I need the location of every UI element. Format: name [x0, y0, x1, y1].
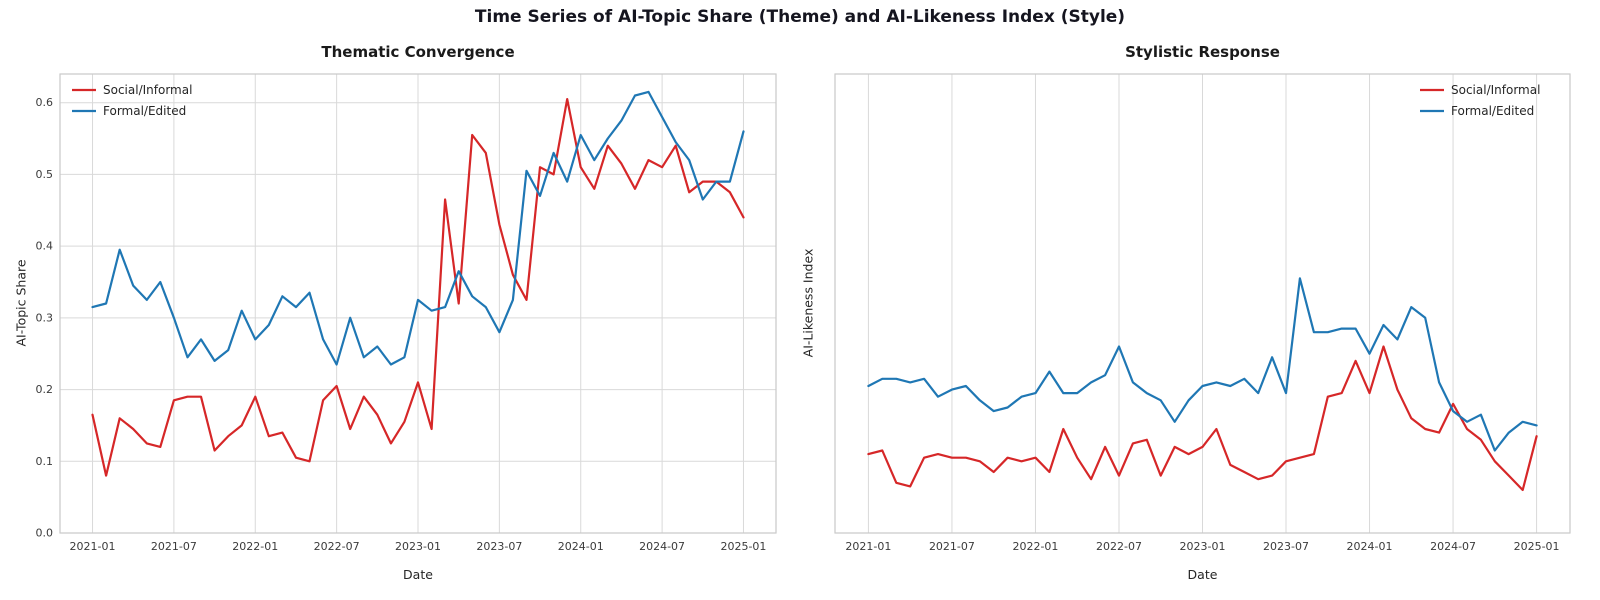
- x-tick-label: 2024-01: [1347, 540, 1393, 553]
- figure-title: Time Series of AI-Topic Share (Theme) an…: [474, 7, 1126, 27]
- x-tick-label: 2021-07: [929, 540, 975, 553]
- x-tick-label: 2024-07: [1430, 540, 1476, 553]
- x-tick-label: 2023-01: [395, 540, 441, 553]
- left-chart: 2021-01 2021-07 2022-01 2022-07 2023-01 2023-…: [36, 73, 777, 553]
- left-y-axis-label: AI-Topic Share: [13, 259, 29, 347]
- y-tick-label: 0.3: [36, 311, 54, 324]
- plot-border: [834, 73, 1571, 534]
- series-line-social-informal: [91, 97, 745, 477]
- x-tick-label: 2022-01: [232, 540, 278, 553]
- left-panel-title: Thematic Convergence: [321, 43, 515, 61]
- legend-label: Social/Informal: [103, 83, 192, 97]
- x-tick-label: 2022-07: [1096, 540, 1142, 553]
- x-tick-label: 2023-07: [1263, 540, 1309, 553]
- series-line-social-informal: [867, 345, 1538, 492]
- right-panel-title: Stylistic Response: [1125, 43, 1280, 61]
- legend-label: Social/Informal: [1451, 83, 1540, 97]
- right-panel: 2021-01 2021-07 2022-01 2022-07 2023-01 2023-…: [795, 38, 1590, 595]
- y-tick-label: 0.4: [36, 240, 54, 253]
- x-tick-label: 2023-07: [476, 540, 522, 553]
- right-chart: 2021-01 2021-07 2022-01 2022-07 2023-01 2023-…: [834, 73, 1571, 553]
- left-panel: 2021-01 2021-07 2022-01 2022-07 2023-01 2023-…: [8, 38, 788, 595]
- plot-border: [59, 73, 777, 534]
- right-y-axis-label: AI-Likeness Index: [800, 248, 816, 358]
- x-tick-label: 2025-01: [720, 540, 766, 553]
- y-tick-label: 0.1: [36, 455, 54, 468]
- x-tick-label: 2025-01: [1514, 540, 1560, 553]
- right-x-axis-label: Date: [1187, 567, 1218, 582]
- y-tick-label: 0.0: [36, 527, 54, 540]
- x-tick-label: 2022-01: [1012, 540, 1058, 553]
- x-tick-label: 2024-01: [558, 540, 604, 553]
- x-tick-label: 2021-01: [70, 540, 116, 553]
- y-tick-label: 0.5: [36, 168, 54, 181]
- x-tick-label: 2024-07: [639, 540, 685, 553]
- series-line-formal-edited: [867, 277, 1538, 452]
- series-line-formal-edited: [91, 90, 745, 366]
- x-tick-label: 2022-07: [314, 540, 360, 553]
- x-tick-label: 2021-07: [151, 540, 197, 553]
- legend-label: Formal/Edited: [103, 104, 186, 118]
- y-tick-label: 0.6: [36, 96, 54, 109]
- x-tick-label: 2023-01: [1180, 540, 1226, 553]
- legend-label: Formal/Edited: [1451, 104, 1534, 118]
- x-tick-label: 2021-01: [845, 540, 891, 553]
- left-x-axis-label: Date: [403, 567, 433, 582]
- y-tick-label: 0.2: [36, 383, 54, 396]
